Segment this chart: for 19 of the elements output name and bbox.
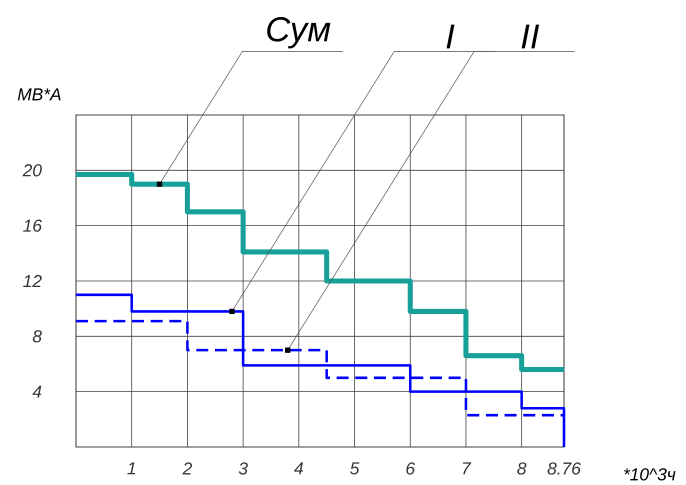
annotation: II xyxy=(522,24,540,48)
x-tick-label: 8 xyxy=(517,462,526,475)
x-tick-label: 6 xyxy=(406,462,416,475)
y-tick-label: 4 xyxy=(32,386,42,398)
x-tick-label: 7 xyxy=(462,462,472,474)
annotation: Сум xyxy=(267,17,330,48)
y-tick-label: 12 xyxy=(23,274,42,288)
y-axis-title: МВ*А xyxy=(18,88,61,100)
x-axis-title: *10^3ч xyxy=(624,468,676,481)
y-tick-label: 16 xyxy=(23,220,42,232)
annotation: I xyxy=(446,24,454,48)
x-tick-label: 8.76 xyxy=(548,462,581,475)
x-tick-label: 5 xyxy=(350,462,360,474)
x-tick-label: 4 xyxy=(294,462,303,474)
x-tick-label: 3 xyxy=(238,462,248,475)
x-tick-label: 1 xyxy=(127,462,136,474)
y-tick-label: 8 xyxy=(32,330,42,342)
x-tick-label: 2 xyxy=(182,462,192,474)
y-tick-label: 20 xyxy=(22,164,42,176)
